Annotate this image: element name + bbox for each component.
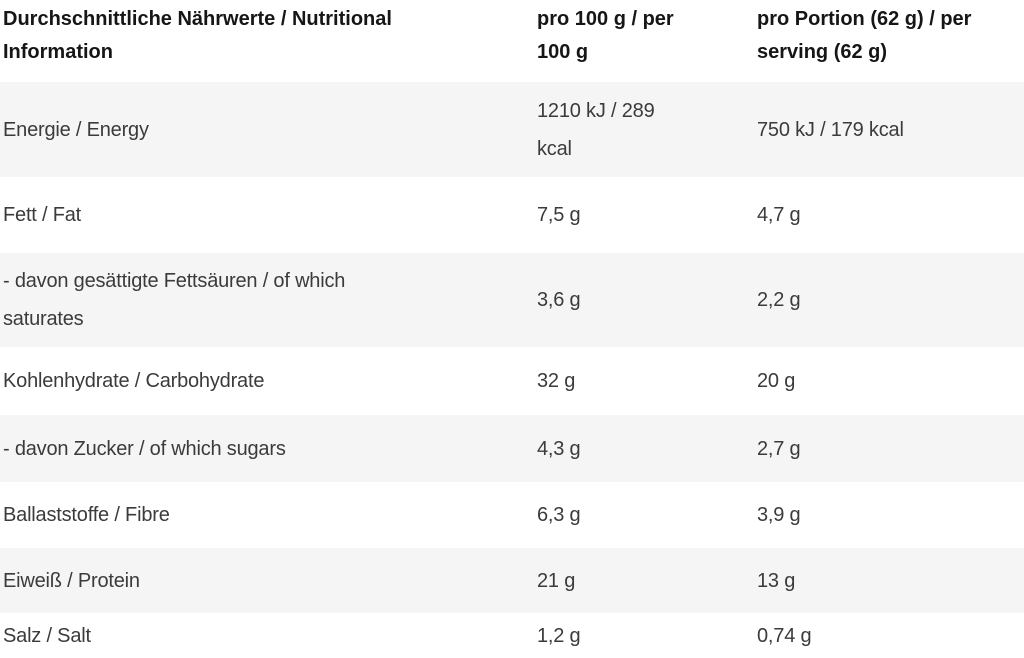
nutrient-label: - davon gesättigte Fettsäuren / of which… <box>3 270 346 330</box>
column-header-per-serving: pro Portion (62 g) / per serving (62 g) <box>757 8 972 63</box>
nutrient-label: Energie / Energy <box>3 118 149 141</box>
per-serving-value: 2,7 g <box>757 437 801 460</box>
per-100g-value: 21 g <box>537 569 576 592</box>
table-row-saturates: - davon gesättigte Fettsäuren / of which… <box>0 253 1024 347</box>
nutrient-label: - davon Zucker / of which sugars <box>3 437 286 460</box>
per-serving-value: 20 g <box>757 370 796 392</box>
per-serving-value: 2,2 g <box>757 289 801 311</box>
table-row-fibre: Ballaststoffe / Fibre 6,3 g 3,9 g <box>0 482 1024 548</box>
nutrient-label: Kohlenhydrate / Carbohydrate <box>3 370 265 392</box>
per-100g-value: 6,3 g <box>537 504 581 526</box>
nutrient-label: Eiweiß / Protein <box>3 569 140 592</box>
column-header-per-100g: pro 100 g / per 100 g <box>537 8 674 63</box>
nutrient-label: Fett / Fat <box>3 204 82 226</box>
per-100g-value: 1210 kJ / 289 kcal <box>537 99 655 160</box>
table-row-fat: Fett / Fat 7,5 g 4,7 g <box>0 177 1024 253</box>
table-row-protein: Eiweiß / Protein 21 g 13 g <box>0 548 1024 613</box>
per-100g-value: 32 g <box>537 370 576 392</box>
per-100g-value: 4,3 g <box>537 437 581 460</box>
nutrient-label: Ballaststoffe / Fibre <box>3 504 170 526</box>
per-100g-value: 7,5 g <box>537 204 581 226</box>
per-serving-value: 4,7 g <box>757 204 801 226</box>
per-serving-value: 750 kJ / 179 kcal <box>757 118 904 141</box>
table-row-energy: Energie / Energy 1210 kJ / 289 kcal 750 … <box>0 82 1024 177</box>
per-100g-value: 1,2 g <box>537 624 581 647</box>
per-serving-value: 3,9 g <box>757 504 801 526</box>
nutrient-label: Salz / Salt <box>3 624 91 647</box>
per-100g-value: 3,6 g <box>537 289 581 311</box>
column-header-nutrient: Durchschnittliche Nährwerte / Nutritiona… <box>3 8 392 63</box>
per-serving-value: 0,74 g <box>757 624 812 647</box>
table-header-row: Durchschnittliche Nährwerte / Nutritiona… <box>0 0 1024 82</box>
table-row-sugars: - davon Zucker / of which sugars 4,3 g 2… <box>0 415 1024 482</box>
table-row-carbohydrate: Kohlenhydrate / Carbohydrate 32 g 20 g <box>0 347 1024 415</box>
table-row-salt: Salz / Salt 1,2 g 0,74 g <box>0 613 1024 658</box>
per-serving-value: 13 g <box>757 569 796 592</box>
